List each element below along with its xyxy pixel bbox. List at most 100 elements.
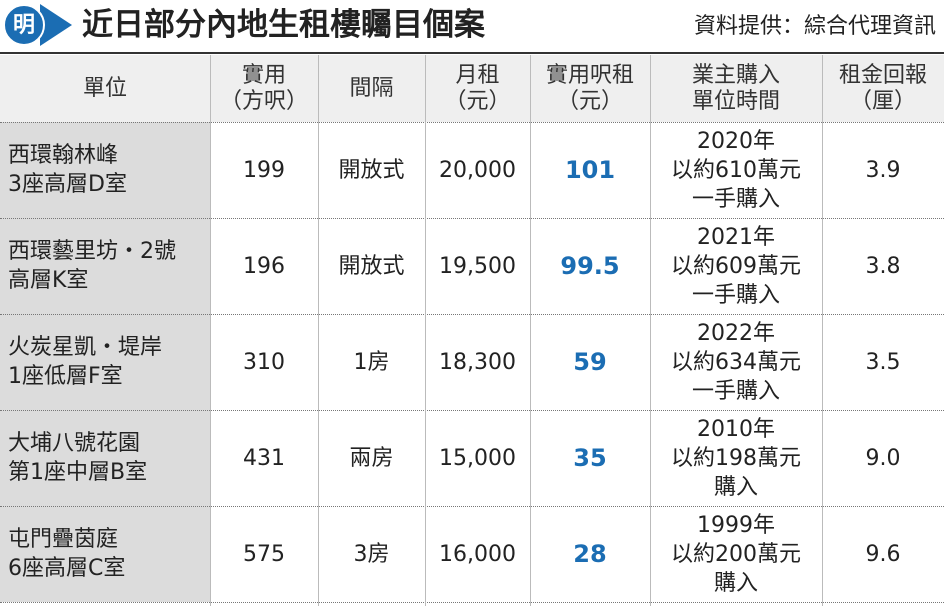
table-cell: 431 [210, 410, 318, 506]
cell-text: 一手購入 [691, 282, 780, 308]
table-cell: 28 [530, 506, 650, 602]
table-cell: 9.0 [822, 410, 944, 506]
table-cell: 35 [530, 410, 650, 506]
cell-text: 實用 [241, 62, 286, 88]
cell-text: （方呎） [219, 88, 308, 114]
table-cell: 20,000 [425, 122, 530, 218]
table-cell: 兩房 [318, 410, 425, 506]
table-cell: 大埔八號花園 第1座中層B室 [0, 410, 210, 506]
row-separator [0, 122, 944, 123]
table-cell: 196 [210, 218, 318, 314]
cell-text: 3座高層D室 [8, 172, 127, 197]
cell-text: 第1座中層B室 [8, 460, 148, 485]
header-cell: 單位 [0, 55, 210, 122]
cell-text: （元） [556, 88, 623, 114]
cell-text: 實用呎租 [545, 62, 634, 88]
cell-text: 3.5 [865, 349, 901, 375]
table-cell: 19,500 [425, 218, 530, 314]
cell-text: 以約200萬元 [671, 541, 801, 567]
cell-text: 9.0 [865, 445, 901, 471]
table-cell: 2022年 以約634萬元 一手購入 [650, 314, 822, 410]
cell-text: 購入 [713, 474, 758, 500]
cell-text: 以約610萬元 [671, 157, 801, 183]
header-cell: 月租 （元） [425, 55, 530, 122]
header-cell: 租金回報 （厘） [822, 55, 944, 122]
cell-text: 業主購入 [691, 62, 780, 88]
cell-text: 租金回報 [838, 62, 927, 88]
cell-text: 2021年 [697, 224, 775, 250]
cell-text: 開放式 [338, 157, 405, 183]
header-rule [0, 52, 944, 54]
row-separator [0, 506, 944, 507]
table-cell: 15,000 [425, 410, 530, 506]
cell-text: 大埔八號花園 [8, 431, 141, 456]
table-cell: 3.8 [822, 218, 944, 314]
cell-text: 1999年 [697, 512, 775, 538]
table-cell: 18,300 [425, 314, 530, 410]
table-cell: 開放式 [318, 122, 425, 218]
cell-text: 16,000 [439, 541, 516, 567]
title: 近日部分內地生租樓矚目個案 [82, 7, 485, 43]
row-separator [0, 602, 944, 603]
cell-text: 以約634萬元 [671, 349, 801, 375]
cell-text: 19,500 [439, 253, 516, 279]
cell-text: 199 [243, 157, 285, 183]
cell-text: 99.5 [560, 251, 620, 280]
cell-text: 196 [243, 253, 285, 279]
cell-text: 西環藝里坊・2號 [8, 239, 176, 264]
cell-text: 101 [564, 155, 616, 184]
table-cell: 310 [210, 314, 318, 410]
cell-text: 月租 [455, 62, 500, 88]
header-cell: 實用 （方呎） [210, 55, 318, 122]
table-cell: 99.5 [530, 218, 650, 314]
cell-text: 9.6 [865, 541, 901, 567]
cell-text: 35 [573, 443, 607, 472]
cell-text: 2010年 [697, 416, 775, 442]
table-cell: 火炭星凱・堤岸 1座低層F室 [0, 314, 210, 410]
table-cell: 9.6 [822, 506, 944, 602]
table-cell: 101 [530, 122, 650, 218]
cell-text: 單位 [82, 75, 127, 101]
cell-text: 3.8 [865, 253, 901, 279]
column-separator [210, 55, 211, 606]
table-cell: 2010年 以約198萬元 購入 [650, 410, 822, 506]
cell-text: 間隔 [349, 75, 394, 101]
cell-text: 2020年 [697, 128, 775, 154]
logo-text: 明 [13, 13, 35, 38]
cell-text: 兩房 [349, 445, 394, 471]
table-cell: 1房 [318, 314, 425, 410]
cell-text: 15,000 [439, 445, 516, 471]
cell-text: 高層K室 [8, 268, 89, 293]
cell-text: 431 [243, 445, 285, 471]
column-separator [425, 55, 426, 606]
table-cell: 3房 [318, 506, 425, 602]
table-cell: 西環翰林峰 3座高層D室 [0, 122, 210, 218]
cell-text: 28 [573, 539, 607, 568]
table-cell: 開放式 [318, 218, 425, 314]
cell-text: 一手購入 [691, 378, 780, 404]
cell-text: 1座低層F室 [8, 364, 123, 389]
header-cell: 業主購入 單位時間 [650, 55, 822, 122]
cell-text: （厘） [849, 88, 916, 114]
cell-text: 開放式 [338, 253, 405, 279]
cell-text: 單位時間 [691, 88, 780, 114]
cell-text: 購入 [713, 570, 758, 596]
table-cell: 2021年 以約609萬元 一手購入 [650, 218, 822, 314]
cell-text: 西環翰林峰 [8, 143, 119, 168]
cell-text: 一手購入 [691, 186, 780, 212]
table-cell: 575 [210, 506, 318, 602]
cell-text: 575 [243, 541, 285, 567]
cell-text: 3.9 [865, 157, 901, 183]
table-cell: 屯門疊茵庭 6座高層C室 [0, 506, 210, 602]
source: 資料提供：綜合代理資訊 [693, 14, 936, 39]
cell-text: 59 [573, 347, 607, 376]
column-separator [650, 55, 651, 606]
cell-text: （元） [444, 88, 511, 114]
table-cell: 2020年以約610萬元 一手購入 [650, 122, 822, 218]
column-separator [530, 55, 531, 606]
cell-text: 1房 [353, 349, 390, 375]
cell-text: 火炭星凱・堤岸 [8, 335, 163, 360]
cell-text: 屯門疊茵庭 [8, 527, 119, 552]
header-cell: 實用呎租 （元） [530, 55, 650, 122]
